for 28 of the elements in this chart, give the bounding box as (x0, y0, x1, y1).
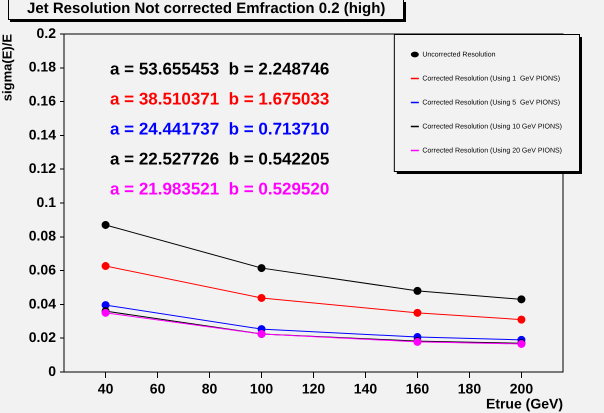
x-tick-label: 100 (250, 380, 274, 396)
x-axis-title: Etrue (GeV) (486, 395, 563, 412)
y-tick-label: 0.1 (36, 194, 56, 210)
y-tick-label: 0.04 (28, 295, 56, 312)
y-tick-label: 0.2 (36, 24, 56, 41)
y-tick-label: 0 (48, 362, 56, 379)
annotation: a = 53.655453 b = 2.248746 (110, 60, 330, 79)
y-axis-title: sigma(E)/E (0, 34, 14, 102)
x-tick-label: 40 (98, 380, 114, 396)
chart-title: Jet Resolution Not corrected Emfraction 0.2 (high) (8, 0, 404, 20)
annotation: a = 38.510371 b = 1.675033 (110, 90, 330, 109)
x-tick-label: 160 (406, 380, 430, 396)
x-tick-label: 60 (150, 380, 166, 396)
y-tick-label: 0.18 (28, 58, 56, 75)
x-tick-label: 180 (458, 380, 482, 396)
x-tick-label: 120 (302, 380, 326, 396)
annotation: a = 22.527726 b = 0.542205 (110, 150, 330, 169)
y-tick-label: 0.12 (28, 160, 56, 176)
x-tick-label: 80 (202, 380, 218, 396)
x-tick-label: 200 (510, 380, 534, 396)
y-tick-label: 0.16 (28, 92, 56, 108)
y-tick-label: 0.08 (28, 228, 56, 244)
annotation: a = 24.441737 b = 0.713710 (110, 120, 330, 139)
x-tick-label: 140 (354, 380, 378, 396)
y-tick-label: 0.06 (28, 261, 56, 278)
y-tick-label: 0.02 (28, 329, 56, 346)
y-tick-label: 0.14 (28, 126, 56, 142)
annotation: a = 21.983521 b = 0.529520 (110, 180, 330, 199)
